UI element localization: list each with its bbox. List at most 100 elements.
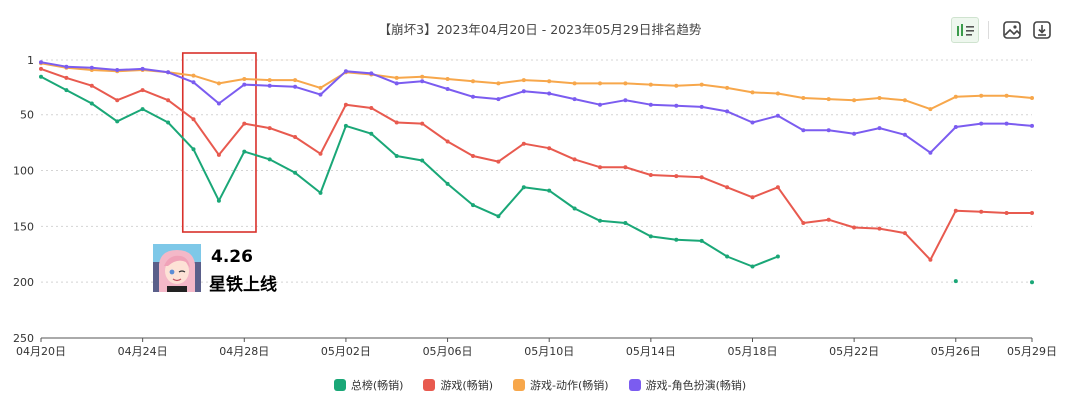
data-point[interactable] (547, 188, 552, 193)
data-point[interactable] (471, 154, 475, 158)
data-point[interactable] (471, 94, 475, 99)
data-point[interactable] (674, 174, 679, 179)
data-point[interactable] (445, 77, 450, 81)
data-point[interactable] (216, 152, 221, 157)
data-point[interactable] (369, 106, 374, 110)
data-point[interactable] (826, 217, 831, 222)
data-point[interactable] (547, 91, 552, 96)
data-point[interactable] (293, 78, 298, 83)
data-point[interactable] (979, 121, 984, 126)
data-point[interactable] (877, 126, 882, 131)
data-point[interactable] (394, 120, 399, 125)
data-point[interactable] (89, 83, 94, 88)
data-point[interactable] (750, 195, 755, 200)
data-point[interactable] (725, 254, 730, 259)
data-point[interactable] (725, 185, 730, 190)
data-point[interactable] (445, 87, 450, 91)
data-point[interactable] (115, 68, 120, 72)
data-point[interactable] (318, 85, 323, 90)
data-point[interactable] (1030, 123, 1034, 128)
data-point[interactable] (852, 131, 857, 136)
data-point[interactable] (928, 150, 933, 155)
data-point[interactable] (699, 238, 704, 243)
data-point[interactable] (496, 159, 501, 164)
data-point[interactable] (775, 91, 780, 96)
data-point[interactable] (598, 81, 602, 86)
data-point[interactable] (852, 225, 857, 230)
data-point[interactable] (826, 128, 831, 133)
data-point[interactable] (877, 226, 882, 231)
data-point[interactable] (64, 88, 69, 93)
data-point[interactable] (953, 208, 958, 213)
data-point[interactable] (674, 83, 679, 88)
data-point[interactable] (140, 88, 145, 93)
data-point[interactable] (166, 98, 171, 103)
data-point[interactable] (648, 102, 653, 107)
data-point[interactable] (471, 203, 475, 208)
data-point[interactable] (572, 157, 577, 162)
data-point[interactable] (674, 237, 679, 242)
download-button[interactable] (1028, 17, 1056, 43)
data-point[interactable] (1004, 121, 1009, 126)
data-point[interactable] (572, 206, 577, 211)
data-point[interactable] (801, 128, 806, 133)
data-point[interactable] (343, 102, 348, 107)
data-point[interactable] (521, 89, 526, 94)
data-point[interactable] (623, 221, 628, 225)
data-point[interactable] (902, 231, 907, 236)
data-point[interactable] (191, 117, 196, 122)
data-point[interactable] (293, 170, 298, 175)
chart-type-toggle-button[interactable] (951, 17, 979, 43)
data-point[interactable] (89, 101, 94, 106)
data-point[interactable] (471, 79, 475, 84)
data-point[interactable] (623, 98, 628, 103)
data-point[interactable] (801, 221, 806, 225)
data-point[interactable] (140, 107, 145, 112)
data-point[interactable] (979, 209, 984, 214)
data-point[interactable] (267, 83, 272, 88)
data-point[interactable] (928, 107, 933, 112)
data-point[interactable] (267, 78, 272, 83)
data-point[interactable] (394, 75, 399, 80)
data-point[interactable] (496, 81, 501, 86)
data-point[interactable] (953, 94, 958, 99)
save-image-button[interactable] (998, 17, 1026, 43)
data-point[interactable] (623, 165, 628, 170)
data-point[interactable] (191, 80, 196, 85)
data-point[interactable] (852, 98, 857, 103)
data-point[interactable] (445, 181, 450, 186)
data-point[interactable] (902, 98, 907, 103)
data-point[interactable] (953, 279, 958, 284)
data-point[interactable] (598, 218, 602, 223)
data-point[interactable] (648, 173, 653, 177)
data-point[interactable] (216, 101, 221, 106)
data-point[interactable] (39, 60, 43, 65)
data-point[interactable] (369, 71, 374, 76)
data-point[interactable] (496, 97, 501, 102)
data-point[interactable] (394, 81, 399, 86)
data-point[interactable] (343, 123, 348, 128)
data-point[interactable] (1004, 211, 1009, 215)
data-point[interactable] (928, 257, 933, 262)
data-point[interactable] (725, 85, 730, 90)
data-point[interactable] (496, 214, 501, 219)
data-point[interactable] (1030, 211, 1034, 215)
data-point[interactable] (267, 157, 272, 162)
data-point[interactable] (39, 66, 43, 71)
data-point[interactable] (953, 125, 958, 129)
data-point[interactable] (216, 81, 221, 86)
data-point[interactable] (89, 65, 94, 70)
data-point[interactable] (547, 146, 552, 151)
data-point[interactable] (572, 81, 577, 86)
data-point[interactable] (39, 74, 43, 79)
legend-item[interactable]: 游戏-动作(畅销) (513, 377, 609, 393)
data-point[interactable] (699, 175, 704, 180)
data-point[interactable] (191, 73, 196, 78)
data-point[interactable] (648, 82, 653, 87)
data-point[interactable] (750, 90, 755, 95)
data-point[interactable] (521, 78, 526, 83)
data-point[interactable] (699, 104, 704, 109)
data-point[interactable] (877, 96, 882, 100)
data-point[interactable] (242, 77, 247, 81)
data-point[interactable] (623, 81, 628, 86)
